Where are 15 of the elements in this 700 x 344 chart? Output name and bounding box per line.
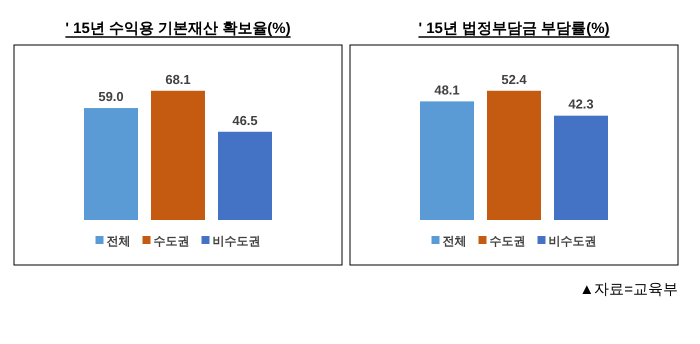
legend-label: 수도권	[490, 234, 526, 248]
legend-label: 비수도권	[548, 234, 596, 248]
chart-title: ' 15년 수익용 기본재산 확보율(%)	[65, 20, 291, 37]
legend-label: 수도권	[154, 234, 190, 248]
legend-label: 전체	[106, 234, 130, 248]
legend-label: 비수도권	[212, 234, 260, 248]
text: ▲자료=교육부	[579, 281, 678, 298]
data-label: 68.1	[165, 72, 191, 87]
chart-title: ' 15년 법정부담금 부담률(%)	[418, 20, 610, 37]
data-label: 48.1	[434, 82, 460, 98]
data-label: 59.0	[98, 89, 124, 104]
data-label: 46.5	[232, 112, 258, 128]
legend-label: 전체	[442, 234, 466, 248]
data-label: 52.4	[501, 72, 528, 87]
data-label: 42.3	[568, 96, 594, 112]
